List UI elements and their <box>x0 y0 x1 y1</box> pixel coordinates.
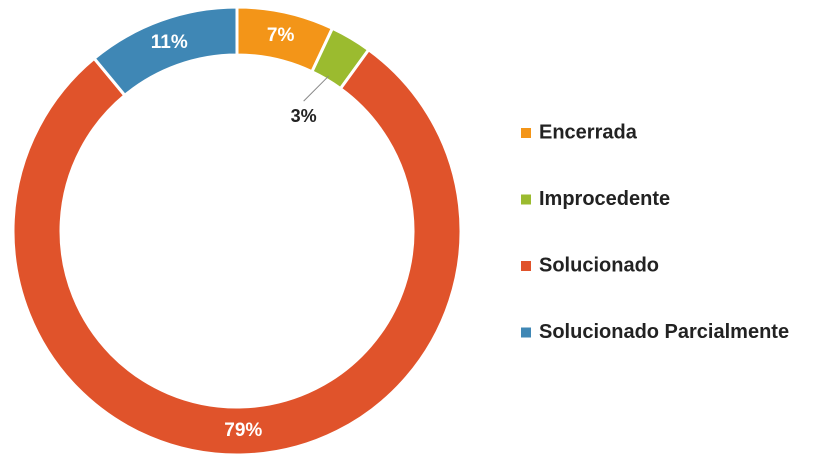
data-label: 79% <box>224 420 262 441</box>
data-label: 11% <box>151 32 188 53</box>
leader-line <box>303 75 329 102</box>
legend-swatch <box>521 128 531 138</box>
legend-label: Encerrada <box>539 121 638 143</box>
donut-slice <box>11 47 463 457</box>
legend-label: Improcedente <box>539 188 670 210</box>
donut-slice <box>92 5 239 98</box>
legend-label: Solucionado Parcialmente <box>539 321 789 343</box>
data-label: 3% <box>291 106 317 126</box>
legend-swatch <box>521 194 531 205</box>
legend-label: Solucionado <box>539 254 659 276</box>
legend-swatch <box>521 261 531 271</box>
legend-swatch <box>521 327 531 338</box>
data-label: 7% <box>267 25 295 46</box>
